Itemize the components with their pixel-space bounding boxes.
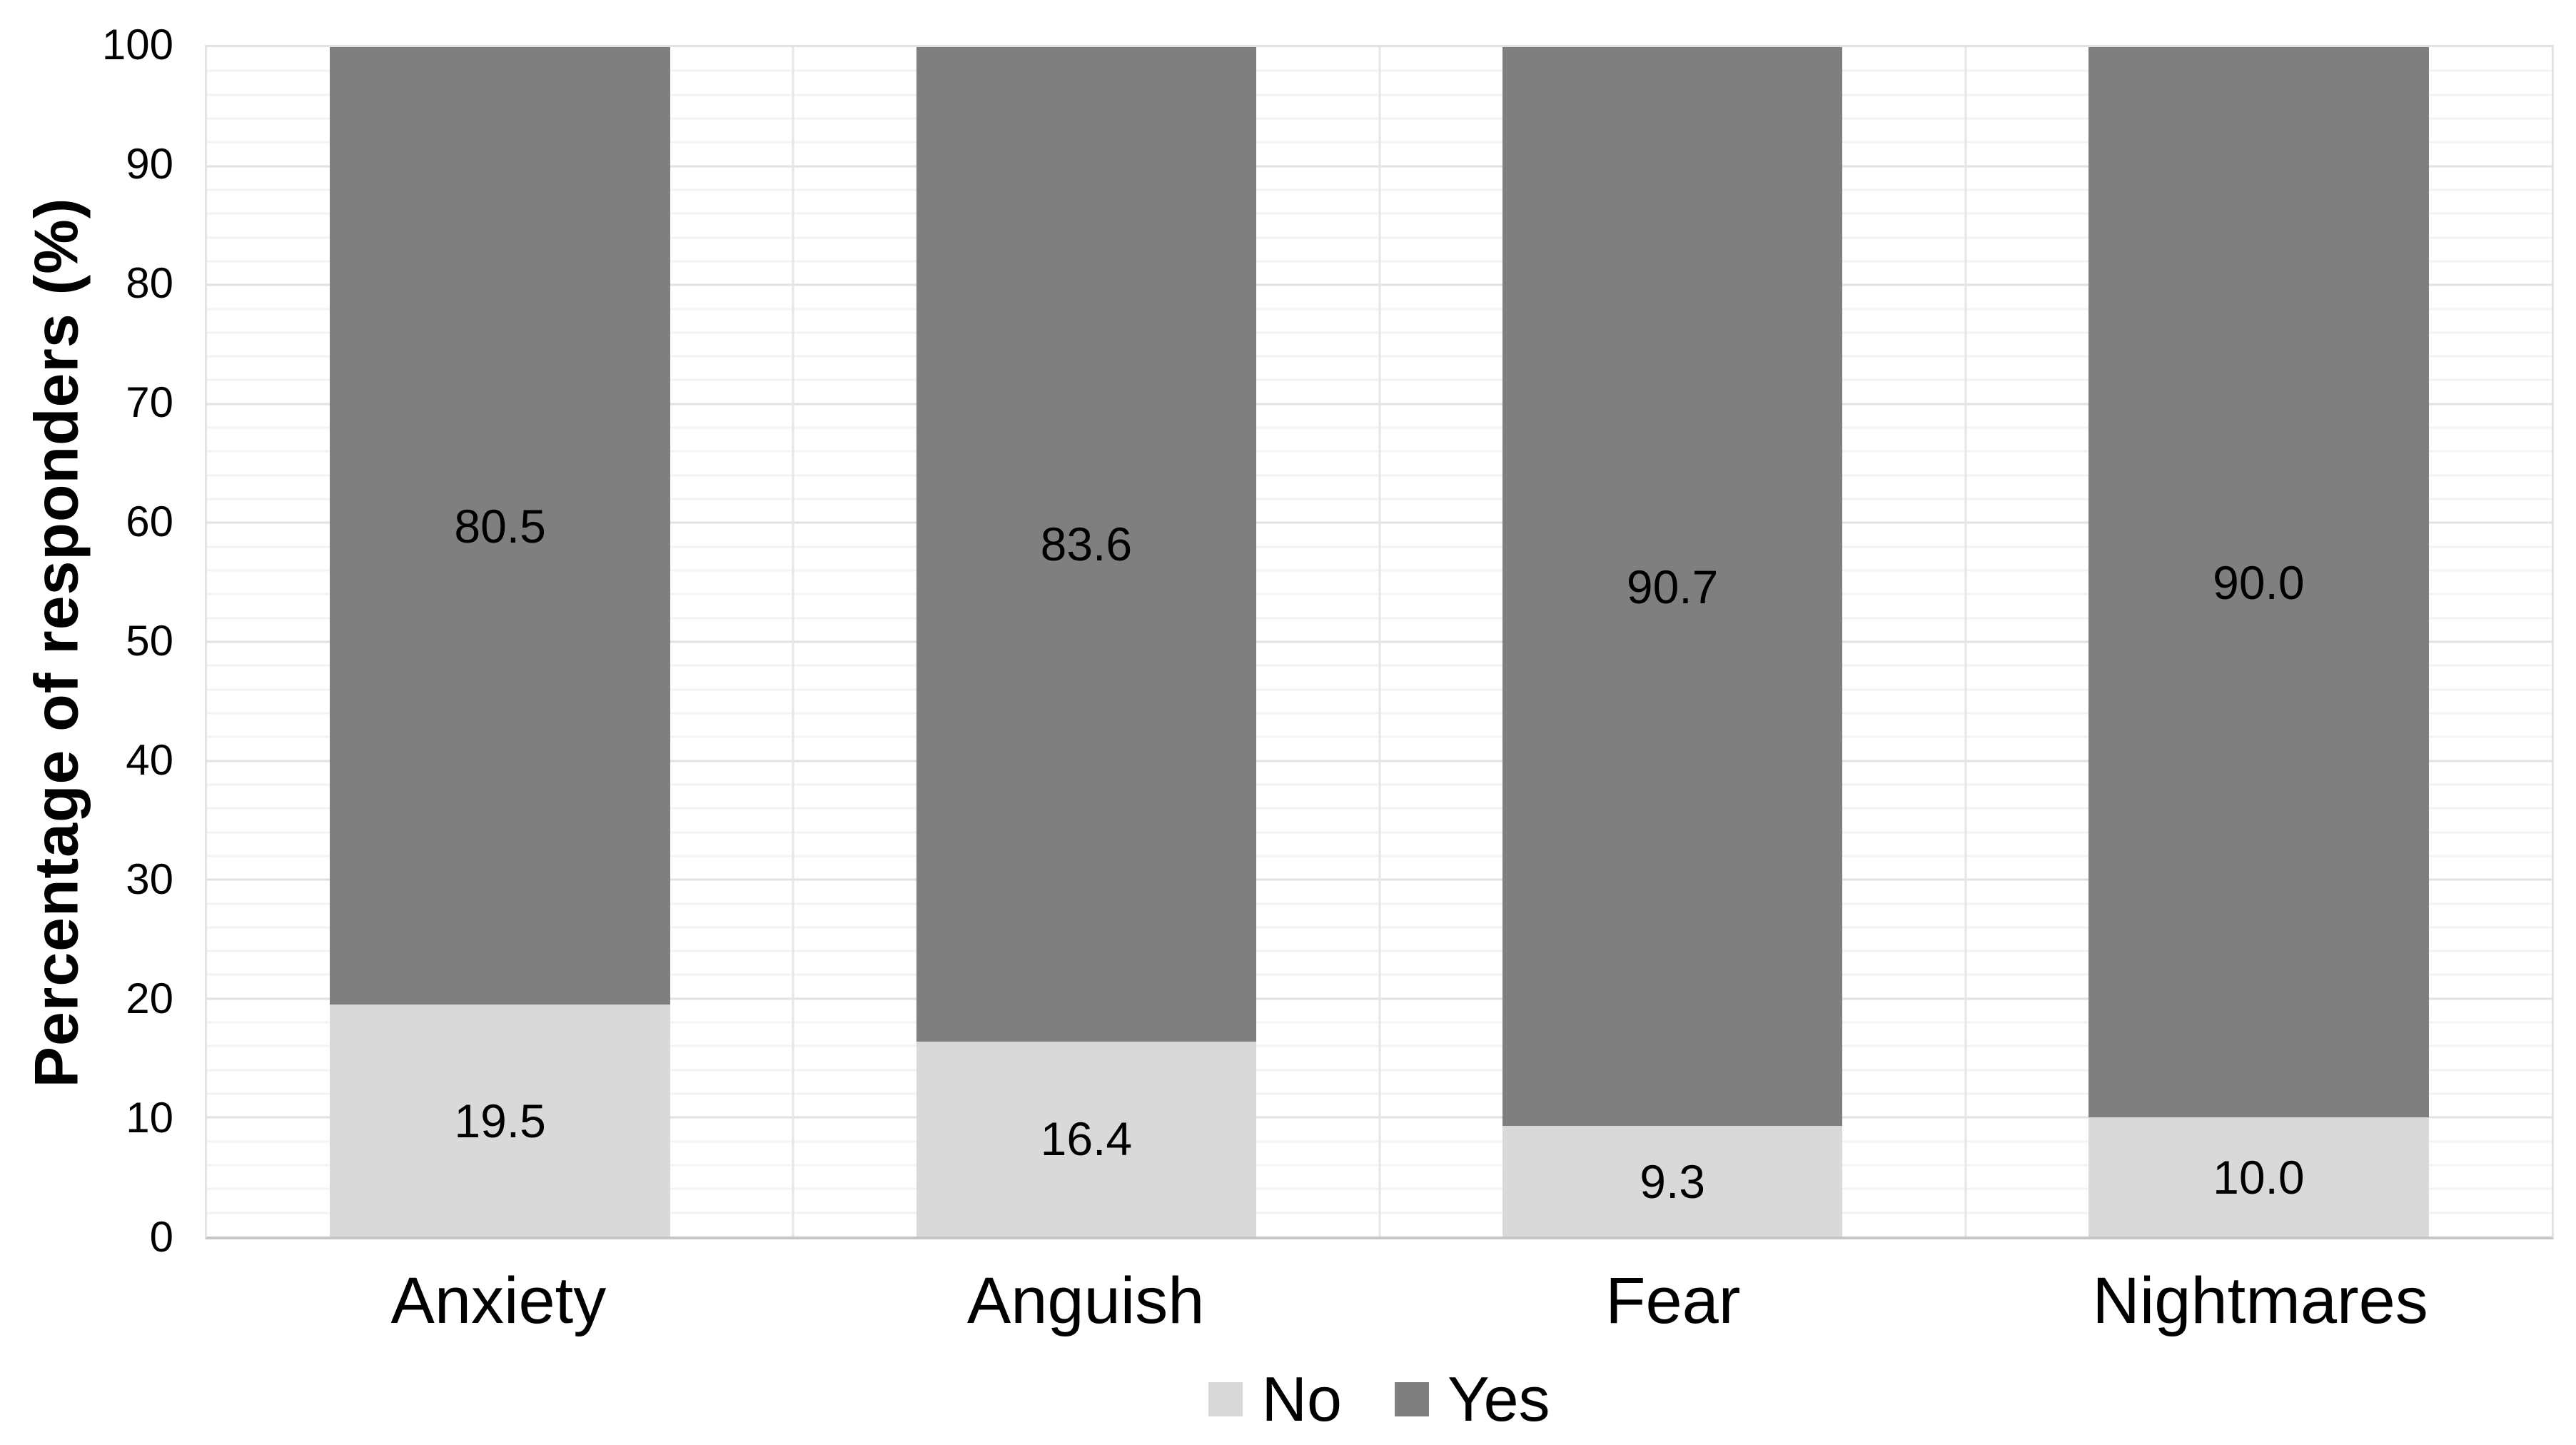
y-tick-label: 70 xyxy=(126,378,173,426)
y-tick-label: 90 xyxy=(126,140,173,188)
bar-segment-no: 16.4 xyxy=(916,1041,1257,1237)
bar-value-label: 83.6 xyxy=(1040,518,1133,571)
bar-value-label: 16.4 xyxy=(1040,1112,1133,1166)
x-axis-label-anguish: Anguish xyxy=(966,1264,1205,1337)
bar-segment-yes: 80.5 xyxy=(330,47,670,1005)
category-boundary-gridline xyxy=(1378,47,1380,1237)
y-tick-label: 50 xyxy=(126,617,173,665)
bar-value-label: 9.3 xyxy=(1640,1154,1705,1208)
bar-column-nightmares: 90.0 10.0 xyxy=(1966,47,2552,1237)
legend-item-yes: Yes xyxy=(1394,1364,1550,1434)
stacked-bar: 90.0 10.0 xyxy=(2088,47,2429,1237)
bar-column-fear: 90.7 9.3 xyxy=(1380,47,1966,1237)
legend-label: Yes xyxy=(1447,1364,1550,1434)
category-boundary-gridline xyxy=(792,47,794,1237)
bar-column-anguish: 83.6 16.4 xyxy=(793,47,1379,1237)
y-tick-label: 60 xyxy=(126,498,173,545)
legend-swatch-no xyxy=(1208,1382,1243,1416)
legend: No Yes xyxy=(205,1368,2554,1431)
stacked-bar: 83.6 16.4 xyxy=(916,47,1257,1237)
x-axis-label-nightmares: Nightmares xyxy=(2092,1264,2428,1337)
legend-swatch-yes xyxy=(1394,1382,1429,1416)
bar-column-anxiety: 80.5 19.5 xyxy=(207,47,793,1237)
category-boundary-gridline xyxy=(1964,47,1967,1237)
y-tick-label: 80 xyxy=(126,259,173,307)
legend-label: No xyxy=(1261,1364,1342,1434)
legend-item-no: No xyxy=(1208,1368,1342,1431)
bar-value-label: 10.0 xyxy=(2213,1150,2305,1204)
y-tick-label: 100 xyxy=(101,21,173,69)
y-tick-label: 40 xyxy=(126,736,173,784)
bar-segment-yes: 90.7 xyxy=(1502,47,1843,1127)
y-tick-label: 20 xyxy=(126,975,173,1022)
bar-value-label: 80.5 xyxy=(454,499,546,553)
y-tick-label: 10 xyxy=(126,1094,173,1142)
x-axis-label-fear: Fear xyxy=(1605,1264,1741,1337)
bar-segment-no: 19.5 xyxy=(330,1005,670,1237)
y-tick-label: 30 xyxy=(126,855,173,903)
bar-segment-no: 10.0 xyxy=(2088,1117,2429,1237)
bar-value-label: 19.5 xyxy=(454,1094,546,1147)
bar-value-label: 90.7 xyxy=(1626,560,1719,613)
bar-segment-no: 9.3 xyxy=(1502,1126,1843,1237)
x-axis-labels: Anxiety Anguish Fear Nightmares xyxy=(205,1264,2554,1337)
bar-segment-yes: 90.0 xyxy=(2088,47,2429,1118)
y-tick-label: 0 xyxy=(149,1213,173,1261)
bar-value-label: 90.0 xyxy=(2213,555,2305,609)
plot-area: 80.5 19.5 83.6 16.4 90.7 9.3 90.0 10.0 xyxy=(205,45,2554,1239)
stacked-bar: 80.5 19.5 xyxy=(330,47,670,1237)
x-axis-label-anxiety: Anxiety xyxy=(390,1264,607,1337)
bars-layer: 80.5 19.5 83.6 16.4 90.7 9.3 90.0 10.0 xyxy=(207,47,2552,1237)
stacked-bar: 90.7 9.3 xyxy=(1502,47,1843,1237)
bar-segment-yes: 83.6 xyxy=(916,47,1257,1042)
y-axis-tick-labels: 0 10 20 30 40 50 60 70 80 90 100 xyxy=(0,0,173,1445)
